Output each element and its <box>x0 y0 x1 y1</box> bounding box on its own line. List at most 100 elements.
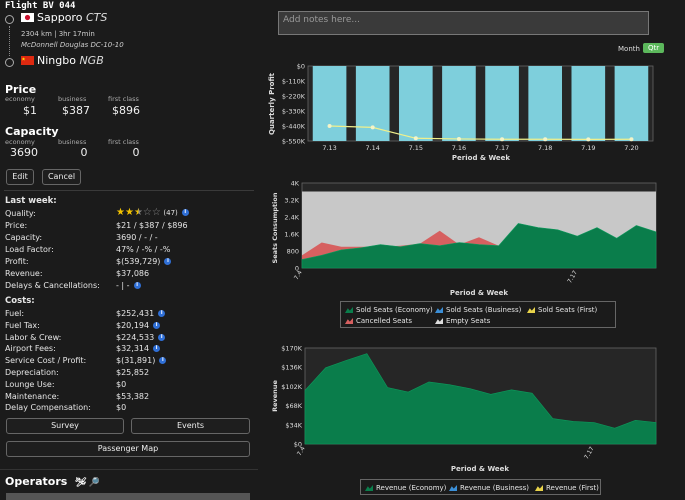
costs-heading: Costs: <box>5 296 35 306</box>
legend-label: Sold Seats (Economy) <box>356 306 433 314</box>
price-heading: Price <box>5 83 37 96</box>
info-icon[interactable]: i <box>159 357 167 365</box>
magnifier-icon[interactable]: 🔎 <box>88 478 100 488</box>
profit-bar <box>312 66 347 141</box>
x-tick-label: 7.19 <box>581 144 595 152</box>
profit-point <box>327 124 332 128</box>
chart1-ylabel: Quarterly Profit <box>268 72 276 135</box>
x-tick-label: 7.20 <box>624 144 638 152</box>
legend-sold-economy[interactable]: Sold Seats (Economy) <box>345 306 433 314</box>
legend-swatch-icon <box>345 318 353 324</box>
legend-revenue-business[interactable]: Revenue (Business) <box>449 484 529 492</box>
last-week-row-label: Capacity: <box>5 233 43 242</box>
x-tick-label: 7.16 <box>452 144 466 152</box>
legend-label: Revenue (First) <box>546 484 599 492</box>
cost-row-value: $53,382 <box>116 392 149 401</box>
x-tick-label: 7.17 <box>566 269 579 284</box>
chart1-xlabel: Period & Week <box>452 154 510 162</box>
toggle-month[interactable]: Month <box>618 45 640 53</box>
legend-swatch-icon <box>435 307 443 313</box>
legend-label: Revenue (Economy) <box>376 484 447 492</box>
toggle-qtr[interactable]: Qtr <box>643 43 665 53</box>
origin-city[interactable]: Sapporo CTS <box>37 11 107 24</box>
divider <box>0 469 258 470</box>
y-tick-label: 1.6K <box>284 231 299 239</box>
cost-row-label: Fuel: <box>5 309 25 318</box>
x-tick-label: 7.15 <box>409 144 423 152</box>
y-tick-label: $0 <box>297 63 305 71</box>
survey-button[interactable]: Survey <box>6 418 124 434</box>
legend-sold-business[interactable]: Sold Seats (Business) <box>435 306 521 314</box>
revenue-chart: $170K $136K $102K $68K $34K $0 7.4 7.17 Revenu… <box>271 345 657 473</box>
seats-legend: Sold Seats (Economy) Sold Seats (Busines… <box>340 301 616 328</box>
legend-revenue-first[interactable]: Revenue (First) <box>535 484 599 492</box>
y-tick-label: $-110K <box>282 78 306 86</box>
last-week-row-label: Price: <box>5 221 28 230</box>
notes-input[interactable]: Add notes here... <box>278 11 649 35</box>
price-first-label: first class <box>108 95 139 103</box>
operators-heading: Operators 🛩 🔎 <box>5 475 100 488</box>
profit-point <box>543 137 548 142</box>
last-week-row-value: 47% / -% / -% <box>116 245 170 254</box>
y-tick-label: $136K <box>281 364 303 372</box>
profit-bar <box>485 66 519 141</box>
legend-label: Empty Seats <box>446 317 491 325</box>
last-week-row-value-text: $(539,729) <box>116 257 161 266</box>
legend-swatch-icon <box>365 485 373 491</box>
origin-city-name: Sapporo <box>37 11 83 24</box>
legend-cancelled[interactable]: Cancelled Seats <box>345 317 412 325</box>
origin-code: CTS <box>85 11 108 24</box>
airplane-icon[interactable]: 🛩 <box>75 478 87 488</box>
price-economy-value: $1 <box>23 104 37 117</box>
capacity-economy-value: 3690 <box>10 146 38 159</box>
legend-sold-first[interactable]: Sold Seats (First) <box>527 306 597 314</box>
profit-point <box>370 125 375 130</box>
events-button[interactable]: Events <box>131 418 250 434</box>
profit-bar <box>398 66 433 141</box>
last-week-row-value-text: $37,086 <box>116 269 150 278</box>
price-economy-label: economy <box>5 95 35 103</box>
info-icon[interactable]: i <box>153 321 161 329</box>
cost-row-value-text: $224,533 <box>116 332 155 342</box>
passenger-map-button[interactable]: Passenger Map <box>6 441 250 457</box>
y-tick-label: 4K <box>291 180 300 188</box>
info-icon[interactable]: i <box>164 258 172 265</box>
info-icon[interactable]: i <box>153 345 161 353</box>
cost-row-value-text: $(31,891) <box>116 356 156 366</box>
legend-empty[interactable]: Empty Seats <box>435 317 490 325</box>
quality-info-icon[interactable]: i <box>181 209 189 216</box>
cost-row-value-text: $0 <box>116 379 127 389</box>
cost-row-label: Delay Compensation: <box>5 403 91 413</box>
last-week-row-value-text: 3690 / - / - <box>116 233 158 242</box>
seats-consumption-chart: 4K 3.2K 2.4K 1.6K 800 0 7.4 7.17 Seats Consump… <box>271 180 657 297</box>
series-area-0 <box>304 353 657 445</box>
legend-swatch-icon <box>449 485 457 491</box>
info-icon[interactable]: i <box>158 333 166 341</box>
quarterly-profit-chart: $0 $-110K $-220K $-330K $-440K $-550K 7.13 7.1… <box>268 63 654 162</box>
destination-city[interactable]: Ningbo NGB <box>37 54 104 67</box>
legend-revenue-economy[interactable]: Revenue (Economy) <box>365 484 446 492</box>
cost-row-label: Depreciation: <box>5 368 59 377</box>
y-tick-label: $-220K <box>282 93 306 101</box>
capacity-economy-label: economy <box>5 138 35 146</box>
operators-table-header <box>6 493 250 500</box>
japan-flag-icon <box>21 13 34 22</box>
cancel-button[interactable]: Cancel <box>42 169 81 185</box>
quality-stars-icon: ★★★☆☆ <box>116 207 161 218</box>
info-icon[interactable]: i <box>133 282 141 289</box>
last-week-row-value-text: - | - <box>116 281 130 290</box>
profit-bar <box>528 66 563 141</box>
last-week-row-value: 3690 / - / - <box>116 233 158 242</box>
info-icon[interactable]: i <box>158 310 166 317</box>
cost-row-value-text: $53,382 <box>116 391 150 401</box>
destination-code: NGB <box>79 54 104 67</box>
y-tick-label: 2.4K <box>284 214 299 222</box>
flight-title: Flight BV 044 <box>5 1 76 11</box>
y-tick-label: $-440K <box>282 123 306 131</box>
edit-button[interactable]: Edit <box>6 169 34 185</box>
last-week-row-label: Delays & Cancellations: <box>5 281 100 290</box>
chart3-ylabel: Revenue <box>271 380 279 412</box>
cost-row-value: $224,533 i <box>116 332 166 342</box>
last-week-row-value-text: 47% / -% / -% <box>116 245 171 254</box>
cost-row-label: Labor & Crew: <box>5 332 62 342</box>
